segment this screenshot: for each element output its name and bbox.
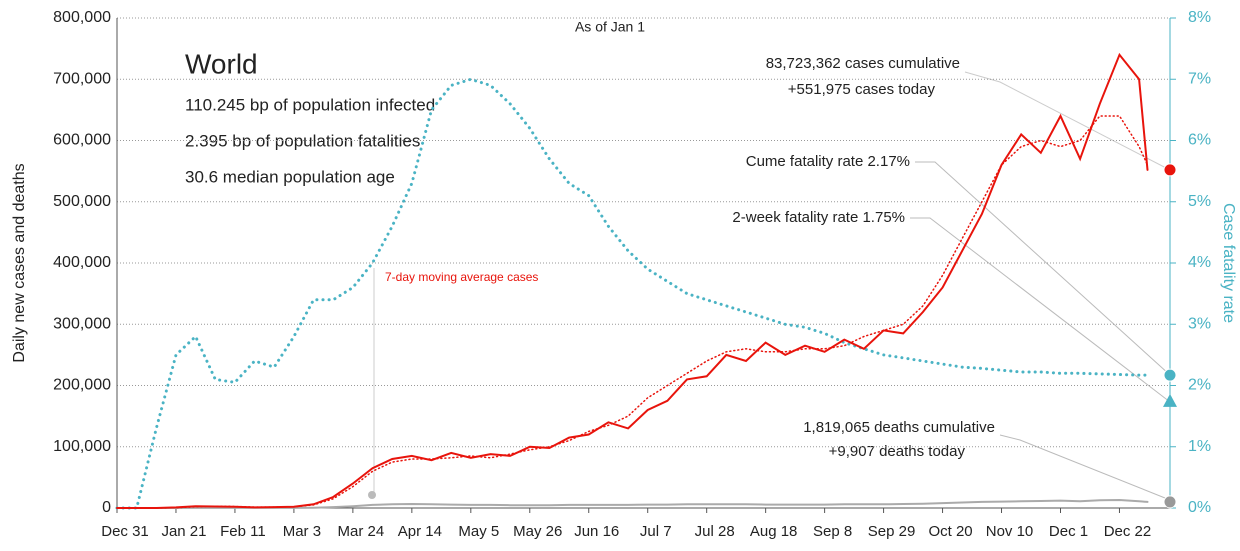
y2-tick-label: 8% [1188,9,1211,26]
x-tick-label: Dec 31 [101,523,149,540]
x-tick-label: Aug 18 [750,523,798,540]
y-tick-label: 600,000 [53,132,111,149]
leader-dot [368,491,376,499]
y-tick-label: 400,000 [53,254,111,271]
y-tick-label: 0 [102,499,111,516]
y-tick-label: 300,000 [53,315,111,332]
x-tick-label: Feb 11 [220,523,266,540]
stat: 110.245 bp of population infected [185,95,435,114]
x-tick-label: Jul 28 [695,523,735,540]
y-tick-label: 500,000 [53,193,111,210]
y2-tick-label: 3% [1188,315,1211,332]
leader [915,161,1171,376]
y-tick-label: 700,000 [53,70,111,87]
x-tick-label: May 26 [513,523,562,540]
x-tick-label: Jul 7 [640,523,672,540]
x-tick-label: Jan 21 [161,523,206,540]
y2-tick-label: 6% [1188,132,1211,149]
y2-tick-label: 2% [1188,377,1211,394]
y-tick-label: 800,000 [53,9,111,26]
end-marker [1163,368,1177,382]
x-tick-label: Mar 3 [283,523,321,540]
series-line [116,52,1149,509]
annotation: Cume fatality rate 2.17% [746,153,910,170]
end-marker [1163,163,1177,177]
y2-tick-label: 5% [1188,193,1211,210]
x-tick-label: Oct 20 [928,523,972,540]
y-tick-label: 100,000 [53,438,111,455]
annotation: 2-week fatality rate 1.75% [732,209,905,226]
two-week-marker [1163,393,1177,407]
annotation: 1,819,065 deaths cumulative [803,419,995,436]
x-tick-label: Sep 29 [868,523,916,540]
annotation: +551,975 cases today [788,81,936,98]
leader [999,434,1171,501]
annotation: 83,723,362 cases cumulative [766,55,960,72]
y-axis-title: Daily new cases and deaths [11,163,28,362]
ma-label: 7-day moving average cases [385,270,538,284]
annotation: +9,907 deaths today [829,443,966,460]
end-marker [1163,495,1177,509]
y2-tick-label: 4% [1188,254,1211,271]
leader [910,217,1171,403]
x-tick-label: Nov 10 [986,523,1034,540]
stat: 30.6 median population age [185,167,395,186]
series-line [116,498,1149,509]
stat: 2.395 bp of population fatalities [185,131,420,150]
y2-axis-title: Case fatality rate [1220,203,1237,323]
y-tick-label: 200,000 [53,377,111,394]
x-tick-label: Jun 16 [574,523,619,540]
series-line [115,77,1149,510]
x-tick-label: Dec 22 [1104,523,1152,540]
x-tick-label: Dec 1 [1049,523,1088,540]
x-tick-label: Sep 8 [813,523,852,540]
x-tick-label: Apr 14 [398,523,442,540]
y2-tick-label: 7% [1188,70,1211,87]
subtitle: As of Jan 1 [575,19,645,35]
chart-title: World [185,48,258,79]
y2-tick-label: 0% [1188,499,1211,516]
x-tick-label: Mar 24 [338,523,385,540]
y2-tick-label: 1% [1188,438,1211,455]
x-tick-label: May 5 [458,523,499,540]
